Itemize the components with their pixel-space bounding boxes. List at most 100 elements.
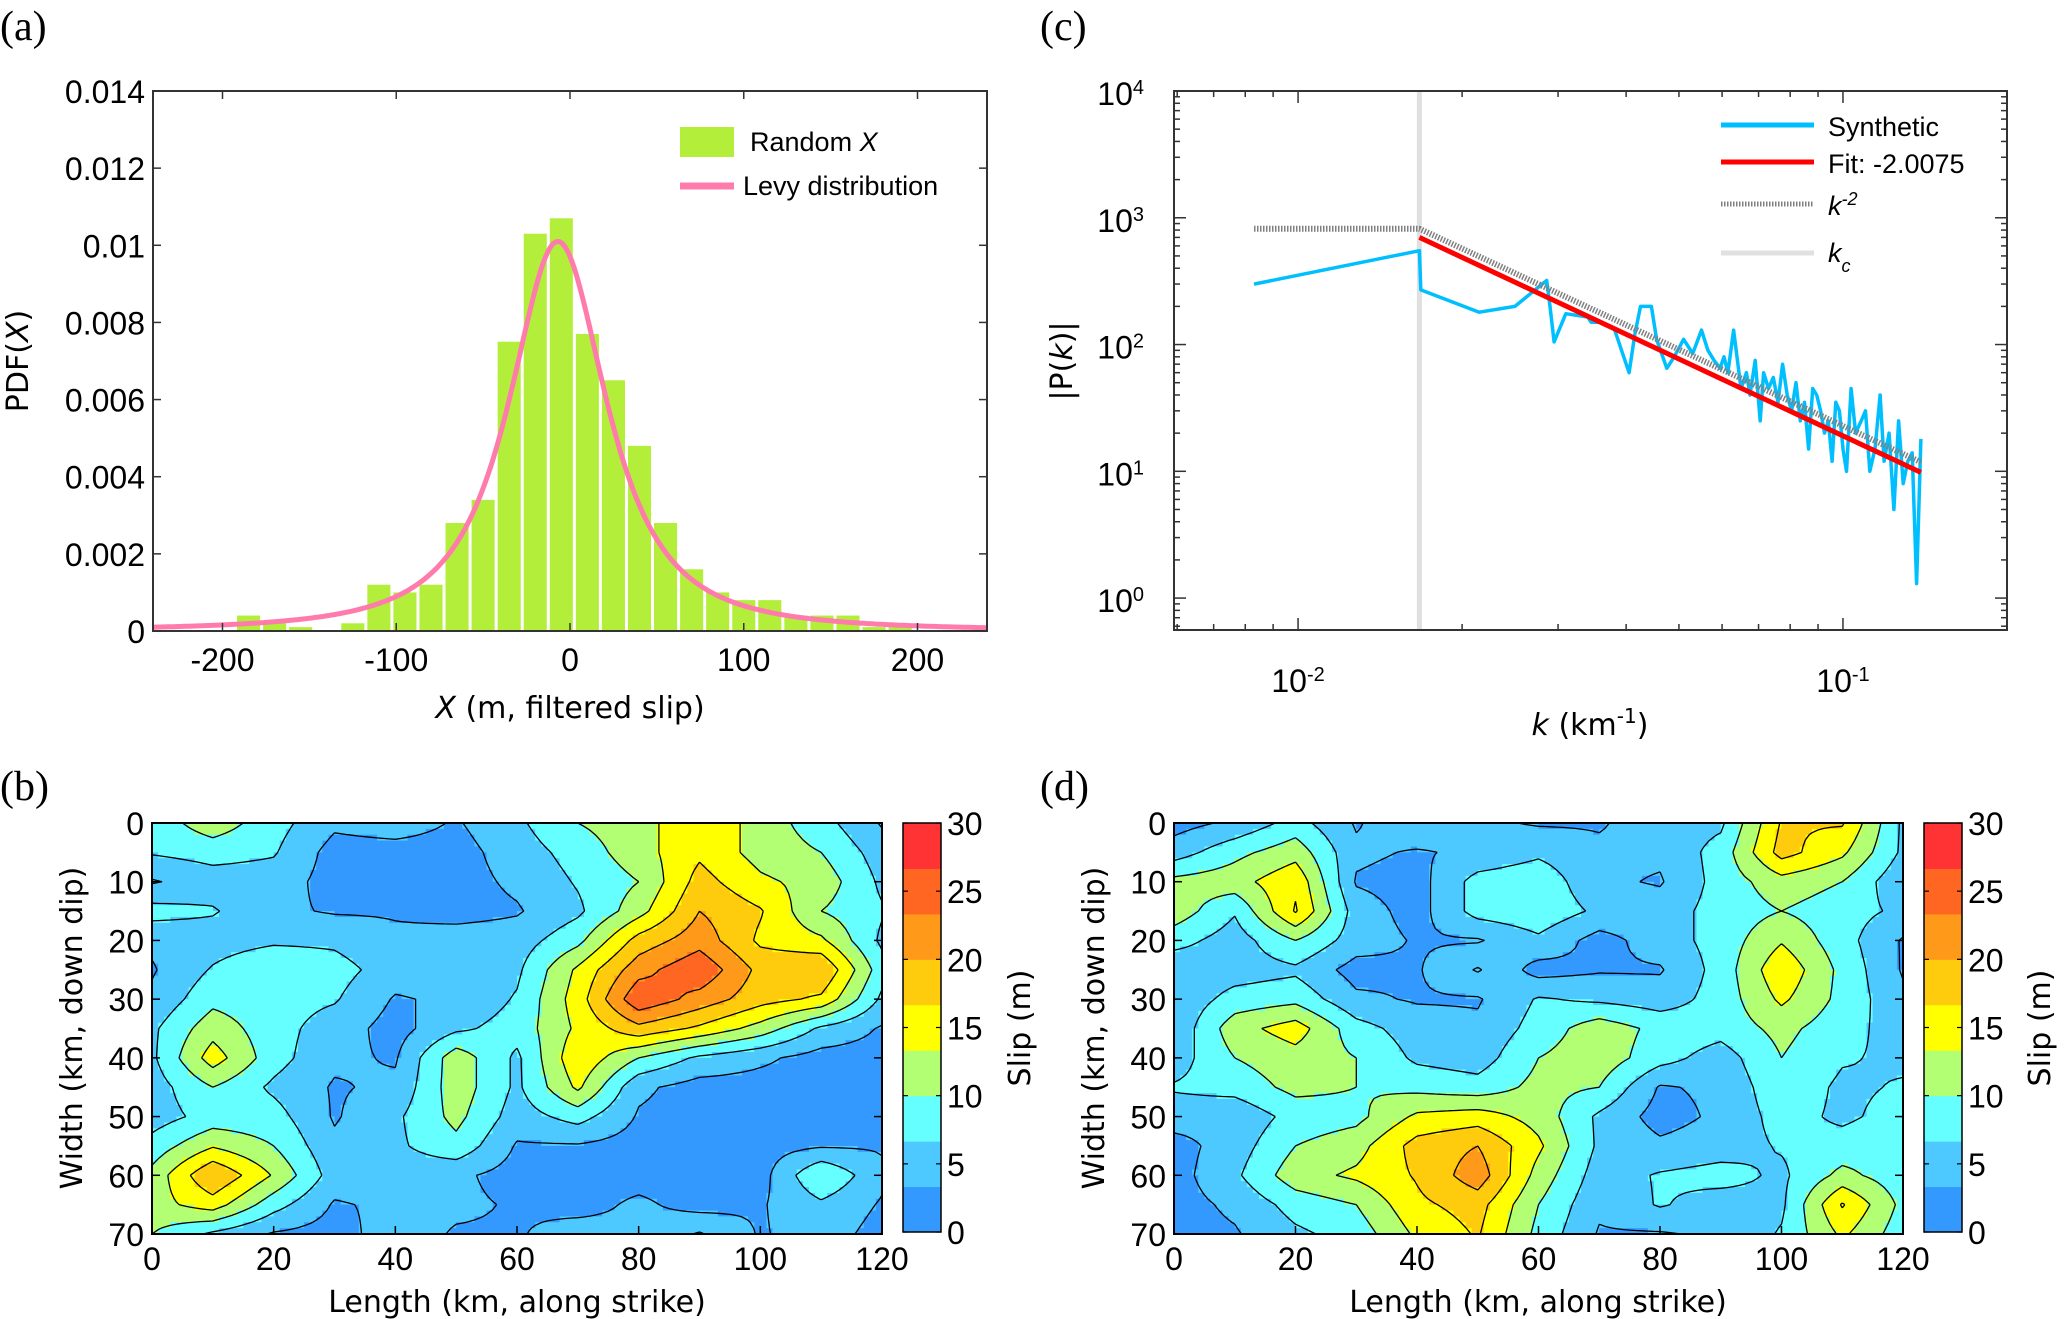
- contour-fill-cell: [1848, 846, 1874, 853]
- contour-fill-cell: [1392, 1204, 1442, 1212]
- contour-fill-cell: [1271, 1116, 1363, 1124]
- contour-fill-cell: [182, 1104, 287, 1112]
- x-tick-label: 60: [499, 1241, 535, 1277]
- contour-fill-cell: [717, 934, 755, 942]
- contour-fill-cell: [444, 1098, 476, 1106]
- contour-fill-cell: [401, 1046, 427, 1053]
- contour-fill-cell: [1417, 1134, 1503, 1141]
- contour-fill-cell: [1350, 958, 1424, 965]
- contour-fill-cell: [1277, 1034, 1303, 1041]
- contour-fill-cell: [377, 1016, 415, 1024]
- contour-fill-cell: [1526, 1122, 1564, 1129]
- contour-fill-cell: [1277, 1175, 1351, 1182]
- contour-fill-cell: [1520, 1022, 1576, 1030]
- levy-distribution-curve: [152, 238, 987, 631]
- contour-fill-cell: [1696, 899, 1770, 906]
- contour-fill-cell: [389, 916, 494, 924]
- contour-fill-cell: [1696, 911, 1777, 918]
- x-tick-label: 0: [1165, 1241, 1183, 1277]
- contour-fill-cell: [474, 1216, 561, 1223]
- contour-fill-cell: [425, 1046, 457, 1053]
- contour-fill-cell: [1574, 940, 1631, 947]
- contour-fill-cell: [1581, 911, 1698, 918]
- contour-fill-cell: [1295, 1187, 1376, 1194]
- contour-fill-cell: [316, 858, 488, 865]
- contour-fill-cell: [480, 1175, 774, 1182]
- contour-fill-cell: [815, 846, 859, 853]
- contour-fill-cell: [1198, 1140, 1260, 1147]
- contour-fill-cell: [656, 922, 688, 930]
- contour-fill-cell: [492, 916, 573, 924]
- legend-label-fit: Fit: -2.0075: [1828, 149, 1965, 179]
- contour-fill-cell: [243, 1192, 269, 1200]
- contour-fill-cell: [316, 1216, 360, 1223]
- contour-fill-cell: [486, 1169, 774, 1176]
- contour-fill-cell: [1313, 1010, 1351, 1018]
- contour-fill-cell: [1769, 1140, 1904, 1147]
- contour-fill-cell: [1174, 1181, 1199, 1188]
- contour-fill-cell: [1738, 952, 1770, 959]
- x-tick-label: 0: [561, 642, 579, 678]
- contour-fill-cell: [1714, 834, 1740, 842]
- contour-fill-cell: [1702, 952, 1740, 959]
- contour-fill-cell: [1775, 999, 1789, 1006]
- panel-a-histogram: (a) -200 -100 0 100 200 00.0020.0040.0060.00…: [0, 4, 988, 726]
- contour-fill-cell: [212, 905, 311, 912]
- contour-fill-cell: [486, 1192, 768, 1200]
- contour-fill-cell: [1866, 1051, 1904, 1059]
- contour-fill-cell: [614, 858, 664, 865]
- contour-fill-cell: [656, 893, 682, 900]
- contour-fill-cell: [243, 1222, 305, 1229]
- contour-fill-cell: [1757, 852, 1777, 859]
- y-tick-label: 50: [108, 1100, 144, 1136]
- contour-fill-cell: [1350, 1175, 1412, 1182]
- x-ticks-d: 0 20 40 60 80 100 120: [1165, 1226, 1930, 1277]
- contour-fill-cell: [1265, 846, 1309, 853]
- contour-fill-cell: [1404, 1116, 1521, 1124]
- contour-fill-cell: [419, 1075, 445, 1082]
- contour-fill-cell: [1738, 1051, 1868, 1059]
- contour-fill-cell: [1775, 869, 1795, 877]
- contour-fill-cell: [328, 834, 378, 842]
- contour-fill-cell: [1896, 846, 1904, 853]
- contour-fill-cell: [182, 1140, 269, 1147]
- contour-fill-cell: [796, 828, 847, 836]
- contour-fill-cell: [1514, 1028, 1570, 1035]
- contour-fill-cell: [474, 1051, 512, 1059]
- contour-fill-cell: [194, 1169, 238, 1176]
- contour-fill-cell: [583, 1140, 883, 1147]
- contour-fill-cell: [869, 1210, 883, 1217]
- contour-fill-cell: [1520, 1187, 1552, 1194]
- contour-fill-cell: [1174, 1157, 1199, 1165]
- contour-fill-cell: [1696, 922, 1758, 930]
- contour-fill-cell: [1459, 1175, 1491, 1182]
- contour-fill-cell: [535, 834, 597, 842]
- contour-fill-cell: [206, 1010, 226, 1018]
- contour-fill-cell: [152, 1093, 177, 1100]
- x-tick-label: 20: [1278, 1241, 1314, 1277]
- contour-fill-cell: [1392, 993, 1467, 1000]
- contour-fill-cell: [620, 1128, 883, 1135]
- colorbar-segment: [903, 823, 941, 869]
- contour-fill-cell: [498, 881, 573, 889]
- contour-fill-cell: [371, 1046, 403, 1053]
- contour-fill-cell: [285, 1063, 390, 1071]
- contour-fill-cell: [1702, 1187, 1789, 1194]
- contour-fill-cell: [1556, 1175, 1582, 1182]
- colorbar-segment: [1924, 1141, 1962, 1188]
- contour-fill-cell: [839, 875, 877, 883]
- contour-fill-cell: [565, 1010, 597, 1018]
- contour-fill-cell: [152, 993, 190, 1000]
- contour-fill-cell: [559, 864, 622, 871]
- contour-fill-cell: [291, 1057, 378, 1065]
- contour-fill-cell: [583, 823, 658, 830]
- contour-fill-cell: [1174, 887, 1266, 895]
- y-tick-label: 0.01: [83, 228, 145, 264]
- contour-fill-cell: [1866, 1204, 1898, 1212]
- contour-fill-cell: [1174, 1093, 1218, 1100]
- contour-fill-cell: [1283, 916, 1309, 924]
- contour-fill-cell: [608, 1104, 640, 1112]
- contour-fill-cell: [602, 1081, 628, 1088]
- contour-fill-cell: [1344, 922, 1400, 930]
- contour-fill-cell: [413, 1016, 494, 1024]
